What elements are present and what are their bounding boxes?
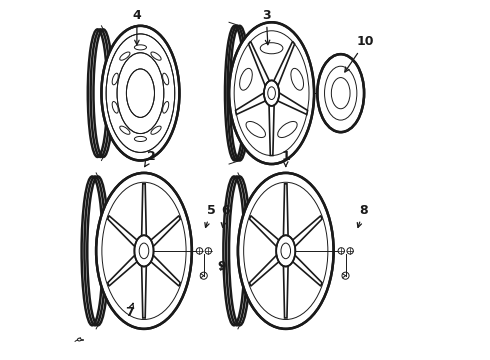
Ellipse shape [120, 52, 130, 60]
Polygon shape [108, 216, 139, 249]
Ellipse shape [240, 68, 252, 90]
Polygon shape [249, 216, 281, 249]
Text: 5: 5 [205, 204, 216, 228]
Polygon shape [291, 216, 322, 249]
Ellipse shape [278, 121, 297, 138]
Ellipse shape [112, 102, 118, 113]
Polygon shape [142, 262, 147, 318]
Ellipse shape [163, 102, 169, 113]
Ellipse shape [264, 80, 279, 106]
Ellipse shape [342, 272, 349, 279]
Ellipse shape [96, 173, 192, 329]
Ellipse shape [318, 54, 364, 132]
Ellipse shape [117, 53, 164, 134]
Text: 4: 4 [132, 9, 141, 45]
Ellipse shape [134, 235, 153, 266]
Ellipse shape [101, 26, 179, 161]
Polygon shape [148, 253, 180, 286]
Polygon shape [148, 216, 180, 249]
Ellipse shape [246, 121, 266, 138]
Polygon shape [249, 253, 281, 286]
Text: 7: 7 [125, 303, 134, 319]
Polygon shape [236, 93, 266, 114]
Ellipse shape [196, 248, 203, 254]
Polygon shape [142, 184, 147, 240]
Text: 1: 1 [281, 150, 290, 167]
Ellipse shape [338, 248, 344, 254]
Polygon shape [291, 253, 322, 286]
Ellipse shape [291, 68, 303, 90]
Ellipse shape [260, 43, 283, 54]
Text: 6: 6 [221, 204, 230, 227]
Ellipse shape [126, 69, 154, 117]
Ellipse shape [77, 338, 81, 341]
Ellipse shape [106, 34, 175, 152]
Text: 3: 3 [262, 9, 270, 45]
Ellipse shape [229, 22, 314, 164]
Polygon shape [273, 41, 294, 86]
Ellipse shape [151, 52, 161, 60]
Polygon shape [248, 41, 270, 86]
Polygon shape [269, 104, 274, 156]
Ellipse shape [120, 126, 130, 134]
Text: 9: 9 [218, 260, 226, 273]
Ellipse shape [205, 248, 212, 254]
Polygon shape [283, 184, 288, 240]
Ellipse shape [151, 126, 161, 134]
Ellipse shape [134, 45, 147, 50]
Text: 2: 2 [145, 150, 155, 167]
Ellipse shape [200, 272, 207, 279]
Ellipse shape [276, 235, 295, 266]
Ellipse shape [163, 73, 169, 85]
Polygon shape [277, 93, 308, 114]
Ellipse shape [134, 136, 147, 141]
Ellipse shape [347, 248, 353, 254]
Polygon shape [108, 253, 139, 286]
Ellipse shape [112, 73, 118, 85]
Ellipse shape [238, 173, 334, 329]
Text: 10: 10 [345, 35, 374, 72]
Text: 8: 8 [357, 204, 368, 228]
Polygon shape [283, 262, 288, 318]
